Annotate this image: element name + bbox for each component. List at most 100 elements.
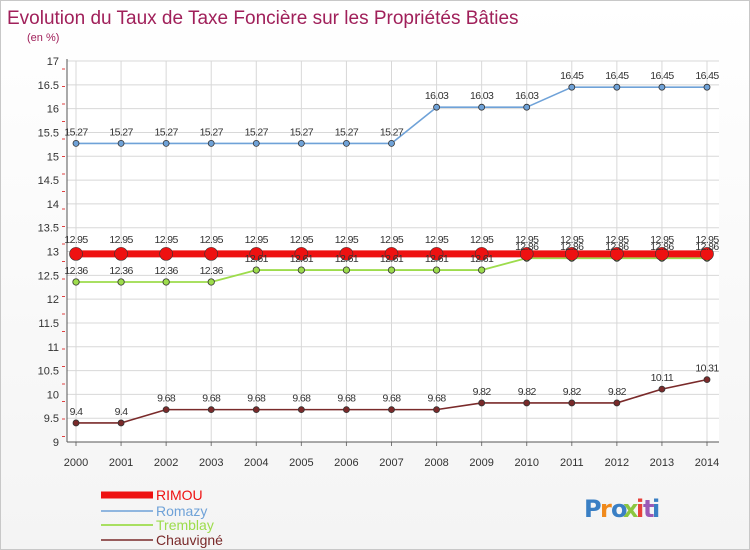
x-tick-label: 2008 [424,457,448,469]
point-rimou [610,247,624,261]
data-label-romazy: 15.27 [109,126,133,138]
data-label-tremblay: 12.86 [515,241,539,253]
point-chauvign [613,399,621,407]
point-romazy [388,139,395,147]
point-chauvign [388,406,395,414]
y-tick-label: 10 [47,389,59,401]
point-chauvign [658,385,666,393]
point-romazy [297,139,305,147]
data-label-tremblay: 12.86 [605,241,629,253]
point-tremblay [387,266,396,274]
point-rimou [519,247,534,261]
y-tick-label: 12 [47,294,59,306]
point-tremblay [252,266,260,274]
data-label-romazy: 16.45 [695,70,719,82]
data-label-rimou: 12.95 [290,234,314,246]
point-rimou [294,247,309,261]
x-tick-label: 2009 [469,457,493,469]
data-label-romazy: 16.03 [515,90,539,102]
data-label-tremblay: 12.61 [380,253,404,265]
data-label-tremblay: 12.61 [335,253,359,265]
data-label-chauvign: 9.82 [608,386,627,398]
y-tick-label: 9 [53,437,59,449]
x-tick-label: 2012 [605,457,629,469]
data-label-rimou: 12.95 [335,234,359,246]
x-tick-label: 2005 [289,457,313,469]
y-tick-label: 14.5 [38,175,59,187]
point-tremblay [207,278,215,286]
logo-letter: r [600,495,612,523]
data-labels: 12.95 12.95 12.95 12.95 12.95 12.95 12.95 12.95… [64,70,720,418]
data-label-chauvign: 9.82 [473,386,492,398]
y-tick-label: 11 [48,342,59,354]
data-label-romazy: 15.27 [245,126,269,138]
series-layer [69,83,714,427]
data-label-rimou: 12.95 [560,234,584,246]
data-label-tremblay: 12.86 [650,241,674,253]
logo-letter: t [643,495,654,523]
y-tick-label: 10.5 [38,366,59,378]
point-rimou [474,247,489,261]
data-label-chauvign: 9.68 [382,393,401,405]
data-label-tremblay: 12.61 [245,253,269,265]
point-tremblay [478,266,486,274]
chart-subtitle: (en %) [27,32,59,44]
data-label-rimou: 12.95 [155,234,179,246]
data-label-rimou: 12.95 [695,234,719,246]
y-tick-label: 16.5 [38,80,59,92]
point-chauvign [568,399,576,407]
y-tick-label: 17 [47,56,59,68]
data-label-rimou: 12.95 [109,234,133,246]
point-romazy [658,83,666,91]
point-rimou [204,247,219,261]
y-tick-label: 14 [47,199,59,211]
point-chauvign [297,406,305,414]
data-label-romazy: 16.45 [560,70,584,82]
data-label-tremblay: 12.36 [155,265,179,277]
y-tick-label: 13 [47,247,59,259]
y-tick-label: 15.5 [38,127,59,139]
point-rimou [700,247,714,261]
data-label-tremblay: 12.86 [560,241,584,253]
point-romazy [568,83,576,91]
x-tick-label: 2013 [650,457,674,469]
point-rimou [384,247,399,261]
point-tremblay [72,278,80,286]
data-label-romazy: 15.27 [290,126,314,138]
data-label-tremblay: 12.61 [290,253,314,265]
point-romazy [613,83,621,91]
point-romazy [343,139,350,147]
point-romazy [72,139,80,147]
point-rimou [249,247,264,261]
point-chauvign [703,376,711,384]
data-label-tremblay: 12.61 [425,253,449,265]
data-label-rimou: 12.95 [650,234,674,246]
point-rimou [339,247,354,261]
y-tick-label: 9.5 [44,413,59,425]
logo-letter: i [636,495,644,523]
legend-label-tremblay: Tremblay [156,517,214,533]
data-label-chauvign: 9.68 [247,393,266,405]
data-label-chauvign: 9.4 [70,406,84,418]
logo-letter: i [652,495,660,523]
y-tick-label: 16 [47,104,59,116]
data-label-rimou: 12.95 [425,234,449,246]
point-chauvign [162,406,170,414]
data-label-chauvign: 10.11 [651,372,674,384]
data-label-romazy: 15.27 [200,126,224,138]
x-tick-label: 2006 [334,457,358,469]
point-romazy [117,139,125,147]
point-chauvign [252,406,260,414]
data-label-rimou: 12.95 [64,234,88,246]
logo-letter: x [623,495,639,523]
data-label-romazy: 16.45 [650,70,674,82]
data-label-rimou: 12.95 [245,234,269,246]
data-label-chauvign: 9.68 [428,393,447,405]
data-label-tremblay: 12.86 [695,241,719,253]
point-tremblay [342,266,351,274]
data-label-tremblay: 12.61 [470,253,494,265]
point-tremblay [297,266,305,274]
